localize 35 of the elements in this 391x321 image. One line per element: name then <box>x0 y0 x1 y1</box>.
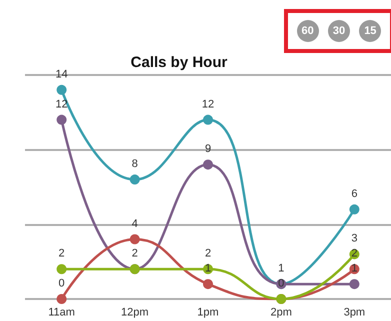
data-label: 2 <box>351 248 358 260</box>
point <box>56 114 67 125</box>
x-tick-label: 11am <box>48 306 75 318</box>
x-tick-label: 1pm <box>197 306 219 318</box>
point <box>203 160 213 170</box>
point <box>130 234 140 244</box>
point <box>203 114 213 125</box>
data-label: 0 <box>278 278 284 290</box>
data-label: 2 <box>58 248 65 260</box>
data-label: 12 <box>202 98 214 110</box>
highlight-box: 60 30 15 <box>284 9 391 53</box>
data-label: 0 <box>58 278 65 290</box>
x-tick-label: 12pm <box>121 306 149 318</box>
point <box>130 174 140 185</box>
point <box>349 279 360 290</box>
data-label: 2 <box>132 248 138 260</box>
data-label: 4 <box>132 218 138 230</box>
data-label: 6 <box>351 188 358 200</box>
point <box>56 294 67 304</box>
data-label: 3 <box>351 232 358 245</box>
x-tick-label: 3pm <box>344 306 366 318</box>
data-label: 1 <box>351 262 358 275</box>
data-label: 8 <box>132 158 138 170</box>
data-label: 14 <box>55 68 68 80</box>
point <box>56 84 67 95</box>
data-label: 12 <box>55 98 68 110</box>
data-label: 1 <box>278 262 284 275</box>
point <box>349 204 360 214</box>
data-label: 1 <box>204 262 212 275</box>
x-tick-label: 2pm <box>270 306 292 318</box>
data-label: 9 <box>204 143 212 156</box>
chart-title: Calls by Hour <box>130 54 228 71</box>
point <box>203 279 213 290</box>
data-label: 2 <box>204 248 212 260</box>
point <box>56 264 67 274</box>
